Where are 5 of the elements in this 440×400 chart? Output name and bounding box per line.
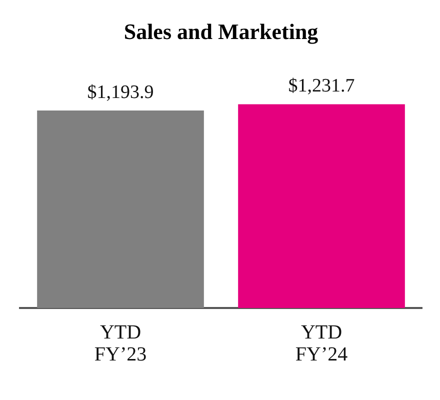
chart-title: Sales and Marketing (124, 18, 318, 44)
data-label: $1,231.7 (288, 76, 355, 97)
x-tick-label: YTD FY’24 (295, 321, 348, 366)
data-label: $1,193.9 (87, 82, 154, 103)
x-tick-label: YTD FY’23 (94, 321, 147, 366)
